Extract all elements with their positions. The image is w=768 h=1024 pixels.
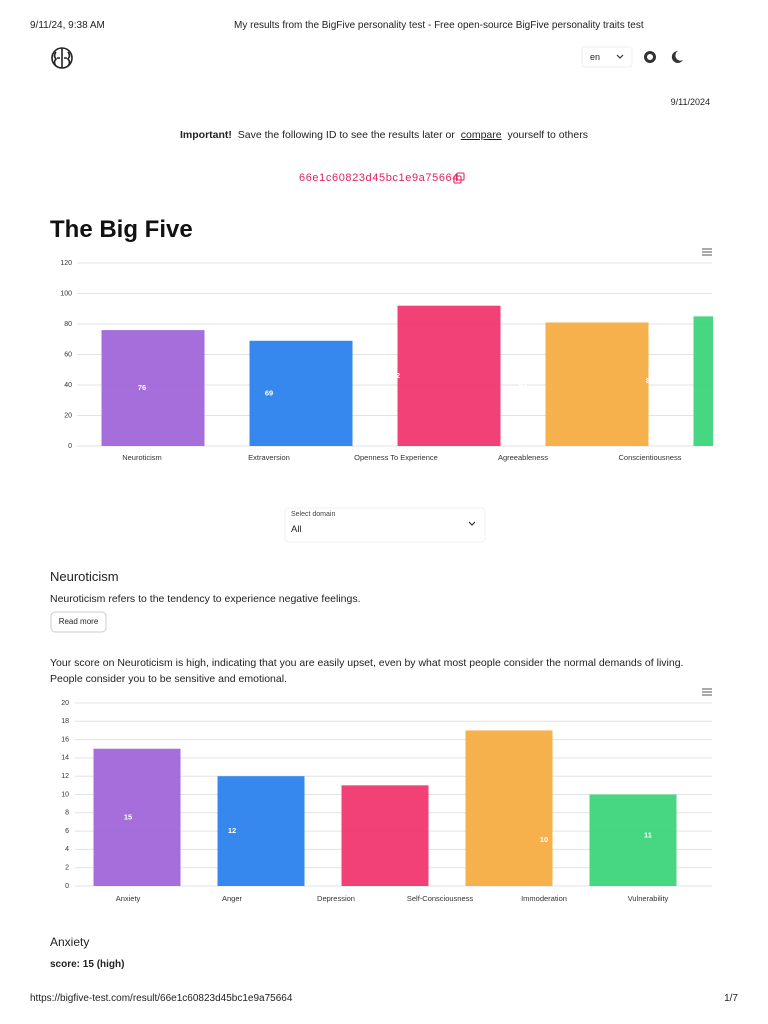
- value-label: 69: [265, 388, 273, 397]
- value-label: 12: [228, 826, 236, 835]
- heading: The Big Five: [50, 216, 193, 243]
- bar: [714, 785, 768, 886]
- chart: 76 69 92 81 85: [77, 262, 713, 447]
- print-page: 1/7: [724, 993, 738, 1004]
- print-title: My results from the BigFive personality …: [234, 20, 644, 31]
- bar: [101, 330, 205, 446]
- x-tick-label: Agreeableness: [498, 453, 548, 462]
- domain-title: Neuroticism: [50, 569, 119, 584]
- select-value[interactable]: All: [291, 524, 302, 535]
- language-select[interactable]: [581, 46, 633, 68]
- facet-title: Anxiety: [50, 935, 90, 949]
- chart: 15 12 11 17 10 11: [75, 702, 768, 887]
- y-tick-label: 0: [68, 443, 72, 450]
- value-label: 15: [124, 812, 132, 821]
- print-url: https://bigfive-test.com/result/66e1c608…: [30, 993, 293, 1004]
- chart-menu[interactable]: [702, 688, 712, 696]
- bar: [397, 305, 501, 446]
- x-tick-label: Depression: [317, 894, 355, 903]
- y-tick-label: 60: [64, 351, 72, 358]
- domain-select[interactable]: [284, 507, 486, 543]
- bar: [465, 730, 553, 886]
- bar: [341, 785, 429, 886]
- y-tick-label: 14: [61, 755, 69, 762]
- language-value[interactable]: en: [590, 52, 601, 62]
- x-tick-label: Vulnerability: [628, 894, 669, 903]
- read-more-button[interactable]: [50, 611, 107, 633]
- bar: [693, 316, 713, 446]
- notice-label: Important!: [180, 129, 232, 141]
- y-tick-label: 20: [61, 700, 69, 707]
- date: 9/11/2024: [670, 97, 710, 107]
- notice-text: Save the following ID to see the results…: [237, 129, 455, 141]
- y-tick-label: 0: [65, 883, 69, 890]
- score-sentence: People consider you to be sensitive and …: [50, 673, 287, 685]
- logo[interactable]: [51, 47, 73, 69]
- y-tick-label: 12: [61, 773, 69, 780]
- y-tick-label: 2: [65, 865, 69, 872]
- copy-icon[interactable]: [453, 172, 465, 184]
- value-label: 11: [332, 831, 340, 840]
- value-label: 17: [436, 803, 444, 812]
- notice: Important! Save the following ID to see …: [0, 129, 768, 141]
- bar: [249, 340, 353, 446]
- x-tick-label: Anxiety: [116, 894, 141, 903]
- y-tick-label: 80: [64, 321, 72, 328]
- y-tick-label: 8: [65, 810, 69, 817]
- domain-description: Neuroticism refers to the tendency to ex…: [50, 593, 361, 605]
- y-tick-label: 100: [60, 290, 72, 297]
- y-tick-label: 40: [64, 382, 72, 389]
- facet-score: score: 15 (high): [50, 959, 125, 970]
- x-tick-label: Anger: [222, 894, 243, 903]
- y-tick-label: 4: [65, 846, 69, 853]
- y-tick-label: 18: [61, 718, 69, 725]
- x-tick-label: Neuroticism: [122, 453, 162, 462]
- x-tick-label: Self-Consciousness: [407, 894, 474, 903]
- value-label: 76: [138, 383, 146, 392]
- y-tick-label: 6: [65, 828, 69, 835]
- github-icon-inner: [647, 54, 653, 60]
- notice-text-after: yourself to others: [507, 129, 588, 141]
- chevron: [616, 54, 624, 59]
- y-tick-label: 10: [61, 791, 69, 798]
- bar: [93, 748, 181, 886]
- y-tick-label: 16: [61, 736, 69, 743]
- value-label: 10: [540, 835, 548, 844]
- bar: [217, 776, 305, 886]
- read-more-label[interactable]: Read more: [58, 617, 99, 626]
- chart-menu[interactable]: [702, 248, 712, 256]
- x-tick-label: Immoderation: [521, 894, 567, 903]
- score-sentence: Your score on Neuroticism is high, indic…: [50, 657, 684, 669]
- compare-link[interactable]: compare: [460, 129, 502, 141]
- theme-icon[interactable]: [671, 50, 683, 63]
- y-tick-label: 20: [64, 412, 72, 419]
- x-tick-label: Openness To Experience: [354, 453, 438, 462]
- y-tick-label: 120: [60, 260, 72, 267]
- chevron: [468, 521, 476, 526]
- result-id: 66e1c60823d45bc1e9a75664: [299, 172, 459, 184]
- value-label: 11: [644, 831, 652, 840]
- x-tick-label: Conscientiousness: [619, 453, 682, 462]
- score-text: Your score on Neuroticism is high, indic…: [50, 655, 683, 687]
- value-label: 81: [519, 379, 527, 388]
- x-tick-label: Extraversion: [248, 453, 290, 462]
- select-label: Select domain: [291, 511, 336, 518]
- value-label: 85: [646, 376, 654, 385]
- bar: [589, 794, 677, 886]
- value-label: 92: [392, 371, 400, 380]
- bar: [545, 322, 649, 446]
- print-datetime: 9/11/24, 9:38 AM: [30, 20, 105, 31]
